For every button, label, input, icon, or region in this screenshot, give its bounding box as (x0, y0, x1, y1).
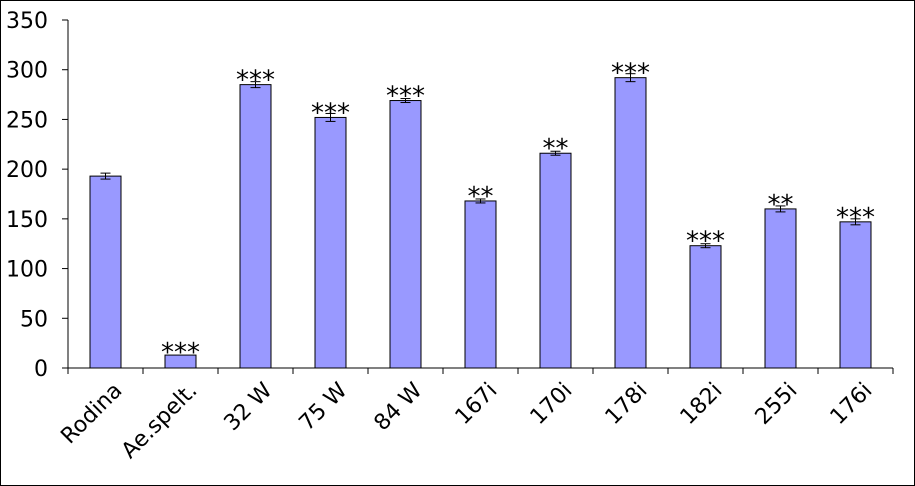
x-tick-label-84-w: 84 W (370, 378, 428, 436)
x-tick-label-32-w: 32 W (220, 378, 278, 436)
significance-label-ae-spelt: *** (161, 338, 200, 368)
bar-84-w (389, 100, 422, 369)
significance-label-176i: *** (836, 203, 875, 233)
significance-label-255i: ** (768, 190, 794, 220)
y-tick-label-150: 150 (6, 208, 48, 233)
chart-labels: 0 50 100 150 200 250 300 350 Rodina *** Ae.spelt. *… (6, 9, 877, 464)
x-tick-label-ae-spelt: Ae.spelt. (117, 378, 202, 463)
y-tick-label-250: 250 (6, 108, 48, 133)
x-tick-label-170i: 170i (526, 378, 578, 430)
y-tick-label-0: 0 (34, 357, 48, 382)
x-tick-label-255i: 255i (751, 378, 803, 430)
y-tick-label-200: 200 (6, 158, 48, 183)
bar-167i (464, 200, 497, 369)
y-tick-label-300: 300 (6, 59, 48, 84)
bar-ae-spelt (164, 354, 197, 369)
y-tick-label-100: 100 (6, 258, 48, 283)
x-tick-label-75-w: 75 W (295, 378, 353, 436)
y-tick-label-50: 50 (20, 307, 48, 332)
bar-75-w (314, 116, 347, 369)
chart-bars (89, 73, 872, 369)
x-tick-label-rodina: Rodina (57, 378, 128, 449)
significance-label-170i: ** (543, 134, 569, 164)
bar-178i (614, 77, 647, 369)
x-tick-label-182i: 182i (676, 378, 728, 430)
significance-label-32-w: *** (236, 66, 275, 96)
x-tick-label-178i: 178i (601, 378, 653, 430)
significance-label-182i: *** (686, 227, 725, 257)
x-tick-label-176i: 176i (826, 378, 878, 430)
significance-label-84-w: *** (386, 82, 425, 112)
significance-label-75-w: *** (311, 98, 350, 128)
bar-182i (689, 245, 722, 369)
bar-32-w (239, 84, 272, 369)
significance-label-178i: *** (611, 59, 650, 89)
bar-255i (764, 208, 797, 369)
x-tick-label-167i: 167i (451, 378, 503, 430)
significance-label-167i: ** (468, 182, 494, 212)
y-tick-label-350: 350 (6, 9, 48, 34)
bar-170i (539, 152, 572, 369)
bar-176i (839, 221, 872, 369)
bar-rodina (89, 175, 122, 369)
